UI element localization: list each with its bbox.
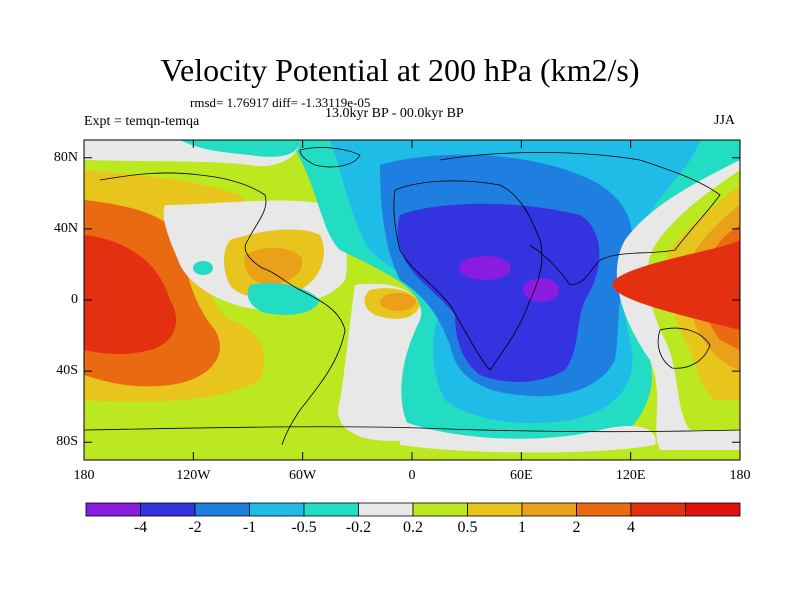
contour-small-neg bbox=[193, 261, 213, 275]
colorbar-swatch bbox=[521, 502, 577, 517]
y-tick-label: 0 bbox=[71, 292, 78, 307]
coast-north-america bbox=[99, 172, 301, 291]
period-label: 13.0kyr BP - 00.0kyr BP bbox=[325, 106, 464, 121]
colorbar bbox=[85, 502, 741, 517]
axis-ticks bbox=[83, 140, 741, 460]
contour-neg-center-1 bbox=[459, 256, 511, 280]
colorbar-swatch bbox=[303, 502, 359, 517]
contour-pos-caribbean-2 bbox=[244, 247, 303, 285]
y-tick-label: 80S bbox=[56, 434, 78, 450]
y-tick-label: 80N bbox=[53, 149, 78, 165]
colorbar-swatch bbox=[140, 502, 196, 517]
coast-africa bbox=[393, 180, 543, 371]
x-tick-label: 120E bbox=[615, 468, 646, 483]
contour-neg-4 bbox=[397, 203, 600, 382]
stats-text: rmsd= 1.76917 diff= -1.33119e-05 bbox=[190, 95, 371, 110]
colorbar-label: 0.2 bbox=[403, 519, 423, 536]
coast-australia bbox=[657, 327, 711, 369]
colorbar-swatch bbox=[194, 502, 250, 517]
contour-south-light bbox=[400, 420, 656, 453]
y-tick-label: 40S bbox=[56, 363, 78, 379]
colorbar-label: -1 bbox=[242, 519, 257, 536]
y-tick-label: 40N bbox=[53, 220, 78, 236]
colorbar-swatch bbox=[685, 502, 741, 517]
colorbar-label: 2 bbox=[572, 519, 581, 536]
contour-fill-layer bbox=[84, 140, 740, 460]
x-tick-label: 60E bbox=[510, 468, 533, 483]
colorbar-label: 0.5 bbox=[457, 519, 478, 536]
coast-greenland bbox=[299, 147, 361, 168]
colorbar-swatch bbox=[358, 502, 414, 517]
x-tick-label: 120W bbox=[176, 468, 211, 483]
contour-light-atlantic bbox=[338, 283, 422, 441]
colorbar-swatch bbox=[412, 502, 468, 517]
chart-title: Velocity Potential at 200 hPa (km2/s) bbox=[160, 52, 640, 88]
colorbar-swatch bbox=[630, 502, 686, 517]
colorbar-swatch bbox=[249, 502, 305, 517]
season-label: JJA bbox=[714, 113, 736, 128]
colorbar-label: -4 bbox=[133, 519, 148, 536]
contour-neg-center-2 bbox=[523, 278, 559, 302]
colorbar-swatch bbox=[467, 502, 523, 517]
x-tick-label: 180 bbox=[729, 468, 751, 483]
coast-eurasia bbox=[439, 152, 721, 286]
x-tick-label: 180 bbox=[73, 468, 95, 483]
colorbar-label: 1 bbox=[518, 519, 526, 536]
coastlines bbox=[84, 147, 740, 446]
colorbar-label: 4 bbox=[627, 519, 635, 536]
colorbar-swatch bbox=[85, 502, 141, 517]
x-tick-label: 0 bbox=[408, 468, 416, 483]
contour-arctic-2 bbox=[180, 140, 300, 157]
experiment-label: Expt = temqn-temqa bbox=[84, 114, 200, 129]
contour-pos-pacific-3 bbox=[84, 235, 177, 355]
colorbar-label: -2 bbox=[188, 519, 202, 536]
colorbar-label: -0.5 bbox=[291, 519, 317, 536]
coast-antarctica bbox=[84, 426, 740, 433]
contour-east-4 bbox=[612, 240, 740, 330]
colorbar-label: -0.2 bbox=[345, 519, 372, 536]
colorbar-swatch bbox=[576, 502, 632, 517]
x-tick-label: 60W bbox=[289, 468, 317, 483]
contour-pos-gulf-2 bbox=[380, 293, 416, 311]
